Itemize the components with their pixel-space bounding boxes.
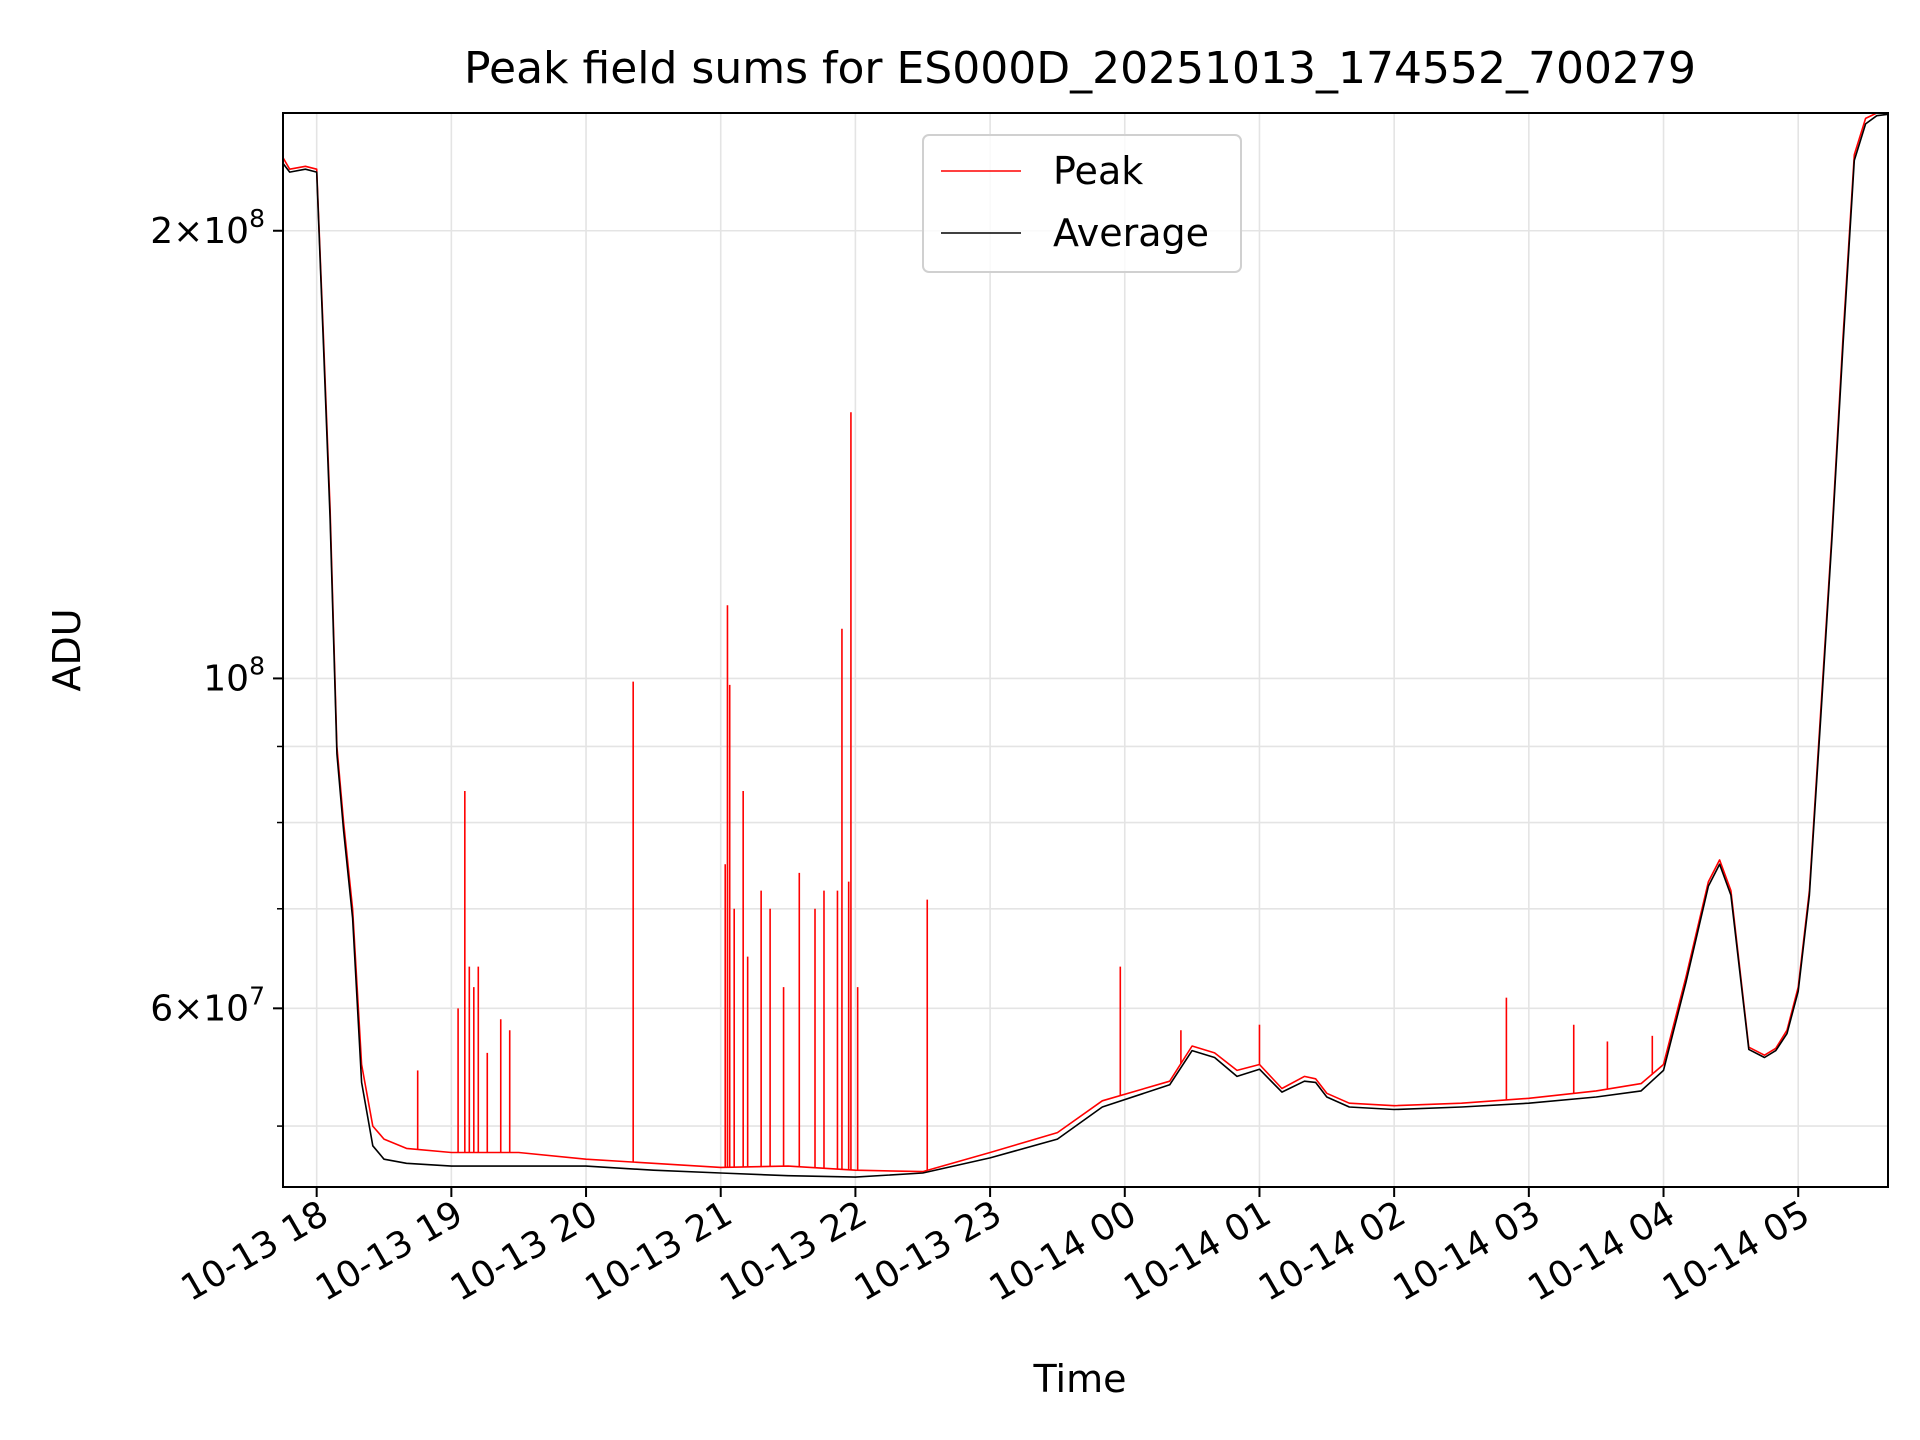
plot-frame: [282, 112, 1889, 1188]
legend-box: [922, 134, 1242, 273]
y-axis-label: ADU: [45, 608, 89, 691]
legend-label-peak: Peak: [1053, 149, 1143, 193]
legend-label-average: Average: [1053, 211, 1209, 255]
legend: Peak Average: [922, 134, 1242, 273]
y-tick-label: 108: [203, 651, 265, 699]
x-axis-label: Time: [1033, 1357, 1127, 1401]
plot-area: [283, 113, 1888, 1178]
y-tick-label: 2×108: [150, 204, 265, 252]
series-line-average: [283, 113, 1888, 1178]
chart-title: Peak field sums for ES000D_20251013_1745…: [464, 43, 1696, 94]
y-axis: 2×108 108 6×107: [150, 204, 283, 1127]
y-tick-label: 6×107: [150, 981, 265, 1029]
grid: [283, 113, 1888, 1187]
